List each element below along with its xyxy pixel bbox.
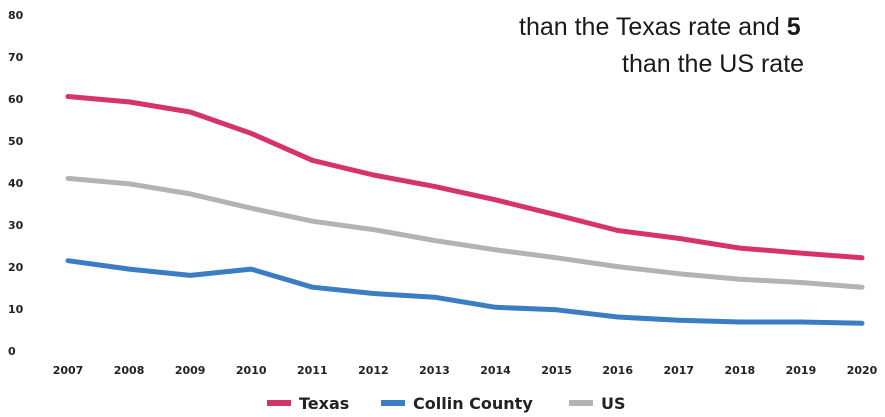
x-tick-label: 2008	[114, 364, 145, 377]
legend-swatch	[381, 400, 405, 406]
x-tick-label: 2014	[480, 364, 511, 377]
legend-label: Texas	[299, 394, 349, 413]
x-tick-label: 2020	[847, 364, 878, 377]
x-tick-label: 2015	[541, 364, 572, 377]
x-tick-label: 2011	[297, 364, 328, 377]
x-tick-label: 2010	[236, 364, 267, 377]
y-tick-label: 20	[8, 261, 24, 274]
x-tick-label: 2016	[602, 364, 633, 377]
x-tick-label: 2017	[663, 364, 694, 377]
y-axis: 0 10 20 30 40 50 60 70 80	[8, 9, 24, 358]
series-line-texas	[65, 94, 865, 261]
x-axis: 2007 2008 2009 2010 2011 2012 2013 2014 2015 2016…	[53, 364, 878, 377]
y-tick-label: 10	[8, 303, 24, 316]
legend-label: US	[601, 394, 626, 413]
y-tick-label: 30	[8, 219, 24, 232]
y-tick-label: 0	[8, 345, 16, 358]
x-tick-label: 2009	[175, 364, 206, 377]
legend-swatch	[267, 400, 291, 406]
x-tick-label: 2019	[786, 364, 817, 377]
x-tick-label: 2013	[419, 364, 450, 377]
legend-label: Collin County	[413, 394, 533, 413]
y-tick-label: 60	[8, 93, 24, 106]
y-tick-label: 80	[8, 9, 24, 22]
series-line-us	[65, 175, 865, 290]
x-tick-label: 2012	[358, 364, 389, 377]
y-tick-label: 70	[8, 51, 24, 64]
legend-swatch	[569, 400, 593, 406]
series-lines	[65, 94, 865, 326]
x-tick-label: 2018	[725, 364, 756, 377]
legend: Texas Collin County US	[267, 394, 626, 413]
callout-line-2: than the US rate	[622, 50, 804, 78]
y-tick-label: 40	[8, 177, 24, 190]
y-tick-label: 50	[8, 135, 24, 148]
callout-line-1: than the Texas rate and 5	[519, 13, 801, 41]
series-line-collin-county	[65, 258, 865, 326]
x-tick-label: 2007	[53, 364, 84, 377]
